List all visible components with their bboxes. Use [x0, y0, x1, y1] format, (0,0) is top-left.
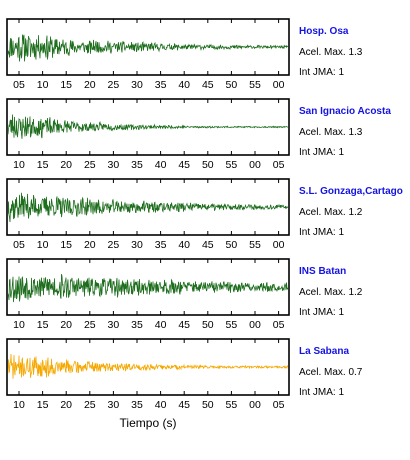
jma-intensity-label: Int JMA: 1 — [299, 67, 344, 78]
x-tick-label: 35 — [131, 399, 143, 411]
panel-frame — [6, 18, 290, 76]
x-tick-label: 55 — [226, 159, 238, 171]
x-tick-label: 50 — [202, 159, 214, 171]
x-tick-label: 20 — [84, 239, 96, 251]
x-tick-label: 40 — [178, 79, 190, 91]
x-tick-label: 55 — [249, 239, 261, 251]
station-name: La Sabana — [299, 346, 349, 357]
x-tick-label: 25 — [84, 159, 96, 171]
panel-frame — [6, 98, 290, 156]
x-tick-label: 05 — [273, 159, 285, 171]
station-name: San Ignacio Acosta — [299, 106, 391, 117]
panel-3: 10 15 20 25 30 35 40 45 50 55 00 05 INS Batan Acel. M… — [6, 258, 363, 331]
x-axis-title: Tiempo (s) — [120, 416, 177, 430]
panel-frame — [6, 178, 290, 236]
x-tick-label: 45 — [202, 79, 214, 91]
x-tick-label: 25 — [84, 399, 96, 411]
x-tick-label: 50 — [226, 239, 238, 251]
x-tick-label: 50 — [202, 399, 214, 411]
jma-intensity-label: Int JMA: 1 — [299, 387, 344, 398]
panel-frame — [6, 258, 290, 316]
jma-intensity-label: Int JMA: 1 — [299, 147, 344, 158]
x-tick-label: 45 — [178, 159, 190, 171]
x-tick-label: 05 — [13, 239, 25, 251]
x-tick-label: 35 — [155, 239, 167, 251]
x-tick-label: 25 — [108, 79, 120, 91]
x-tick-label: 15 — [37, 319, 49, 331]
x-tick-label: 40 — [155, 399, 167, 411]
x-tick-label: 30 — [108, 399, 120, 411]
x-tick-label: 15 — [37, 159, 49, 171]
x-tick-label: 00 — [249, 319, 261, 331]
waveform-trace — [8, 34, 288, 62]
x-tick-label: 10 — [37, 239, 49, 251]
x-tick-label: 55 — [226, 399, 238, 411]
x-tick-label: 30 — [108, 159, 120, 171]
x-tick-label: 30 — [131, 79, 143, 91]
acel-max-label: Acel. Max. 1.3 — [299, 47, 363, 58]
x-tick-label: 35 — [155, 79, 167, 91]
x-tick-label: 35 — [131, 319, 143, 331]
jma-intensity-label: Int JMA: 1 — [299, 227, 344, 238]
acel-max-label: Acel. Max. 1.3 — [299, 127, 363, 138]
x-tick-label: 25 — [84, 319, 96, 331]
x-tick-label: 15 — [60, 79, 72, 91]
x-tick-label: 10 — [13, 159, 25, 171]
acel-max-label: Acel. Max. 0.7 — [299, 367, 363, 378]
panel-frame — [6, 338, 290, 396]
x-tick-label: 00 — [249, 399, 261, 411]
x-tick-label: 10 — [13, 319, 25, 331]
x-tick-label: 05 — [273, 319, 285, 331]
x-tick-label: 00 — [273, 79, 285, 91]
x-tick-label: 55 — [226, 319, 238, 331]
x-tick-label: 30 — [131, 239, 143, 251]
x-tick-label: 55 — [249, 79, 261, 91]
x-tick-label: 45 — [178, 319, 190, 331]
x-tick-label: 05 — [273, 399, 285, 411]
x-tick-label: 20 — [60, 399, 72, 411]
x-tick-label: 05 — [13, 79, 25, 91]
x-tick-label: 15 — [37, 399, 49, 411]
panel-4: 10 15 20 25 30 35 40 45 50 55 00 05 La Sabana Acel. M… — [6, 338, 363, 411]
x-tick-label: 50 — [202, 319, 214, 331]
x-tick-label: 45 — [202, 239, 214, 251]
x-tick-label: 20 — [84, 79, 96, 91]
station-name: S.L. Gonzaga,Cartago — [299, 186, 403, 197]
x-tick-label: 40 — [155, 159, 167, 171]
x-tick-label: 35 — [131, 159, 143, 171]
x-tick-label: 00 — [273, 239, 285, 251]
x-tick-label: 25 — [108, 239, 120, 251]
acel-max-label: Acel. Max. 1.2 — [299, 287, 363, 298]
panels-group: 05 10 15 20 25 30 35 40 45 50 55 00 Hosp. Osa Acel. M… — [6, 18, 403, 411]
x-tick-label: 45 — [178, 399, 190, 411]
waveform-trace — [8, 354, 288, 379]
x-tick-label: 15 — [60, 239, 72, 251]
x-tick-label: 40 — [155, 319, 167, 331]
x-tick-label: 50 — [226, 79, 238, 91]
station-name: Hosp. Osa — [299, 26, 349, 37]
x-tick-label: 10 — [37, 79, 49, 91]
jma-intensity-label: Int JMA: 1 — [299, 307, 344, 318]
panel-1: 10 15 20 25 30 35 40 45 50 55 00 05 San Ignacio Acos… — [6, 98, 391, 171]
acel-max-label: Acel. Max. 1.2 — [299, 207, 363, 218]
x-tick-label: 00 — [249, 159, 261, 171]
station-name: INS Batan — [299, 266, 346, 277]
x-tick-label: 40 — [178, 239, 190, 251]
x-tick-label: 20 — [60, 319, 72, 331]
panel-0: 05 10 15 20 25 30 35 40 45 50 55 00 Hosp. Osa Acel. M… — [6, 18, 363, 91]
waveform-trace — [8, 192, 288, 223]
waveform-trace — [8, 114, 288, 139]
x-tick-label: 20 — [60, 159, 72, 171]
x-tick-label: 10 — [13, 399, 25, 411]
waveform-trace — [8, 273, 288, 303]
panel-2: 05 10 15 20 25 30 35 40 45 50 55 00 S.L. Gonzaga,Car… — [6, 178, 403, 251]
x-tick-label: 30 — [108, 319, 120, 331]
